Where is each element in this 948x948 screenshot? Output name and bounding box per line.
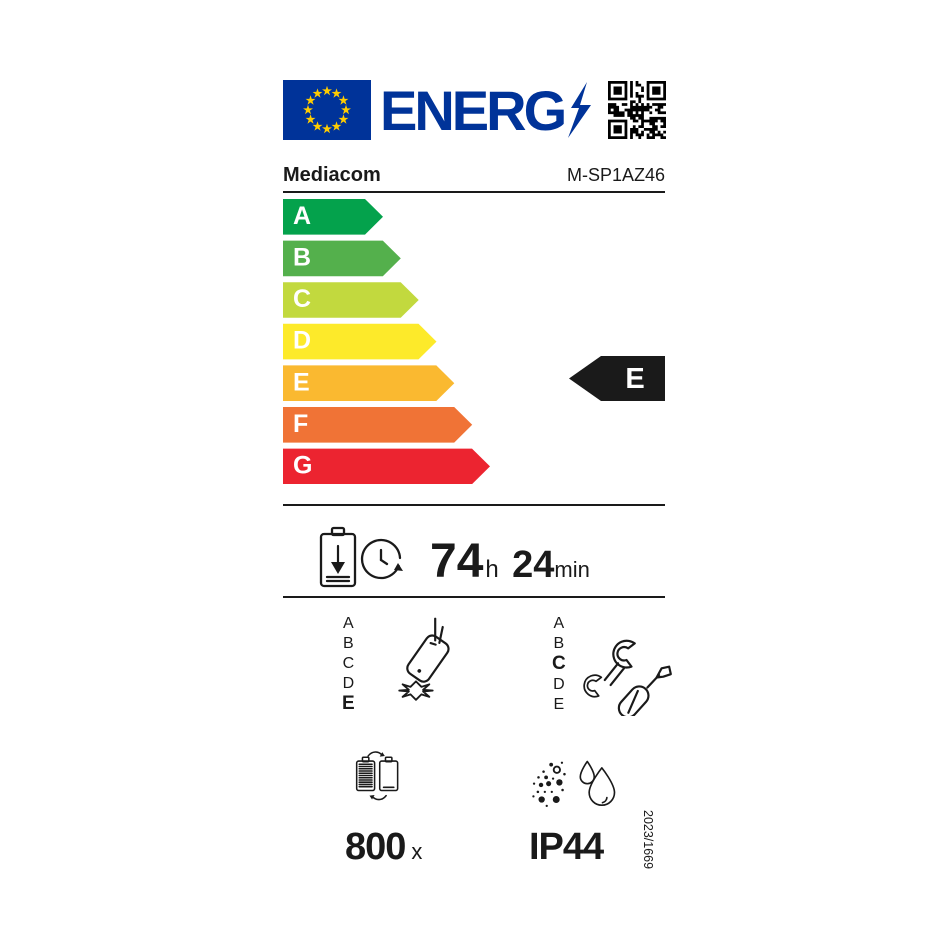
svg-text:F: F [293,410,308,438]
svg-text:E: E [625,363,644,395]
svg-text:B: B [293,243,311,271]
svg-text:E: E [293,368,310,396]
svg-text:G: G [293,451,312,479]
svg-text:C: C [293,285,311,313]
svg-text:A: A [293,202,311,230]
svg-text:D: D [293,327,311,355]
